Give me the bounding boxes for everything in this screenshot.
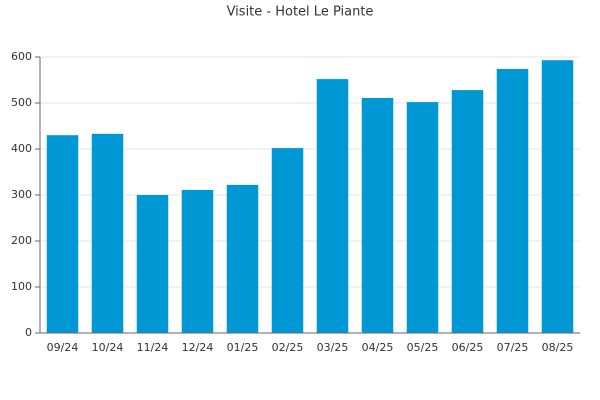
bar bbox=[181, 189, 214, 333]
x-tick-label: 10/24 bbox=[92, 341, 124, 354]
y-tick-label: 100 bbox=[11, 280, 32, 293]
bar bbox=[406, 102, 439, 333]
x-tick-label: 08/25 bbox=[542, 341, 574, 354]
x-tick-label: 12/24 bbox=[182, 341, 214, 354]
x-tick-label: 05/25 bbox=[407, 341, 439, 354]
bar bbox=[136, 195, 169, 333]
x-tick-label: 07/25 bbox=[497, 341, 529, 354]
bar bbox=[271, 148, 304, 333]
x-tick-label: 09/24 bbox=[47, 341, 79, 354]
bar bbox=[496, 68, 529, 334]
x-tick-label: 02/25 bbox=[272, 341, 304, 354]
x-tick-label: 06/25 bbox=[452, 341, 484, 354]
bar bbox=[361, 97, 394, 333]
x-tick-label: 04/25 bbox=[362, 341, 394, 354]
bar bbox=[316, 79, 349, 333]
bar bbox=[451, 90, 484, 334]
y-tick-label: 400 bbox=[11, 142, 32, 155]
x-tick-label: 01/25 bbox=[227, 341, 259, 354]
y-tick-label: 600 bbox=[11, 50, 32, 63]
y-tick-label: 300 bbox=[11, 188, 32, 201]
x-tick-label: 11/24 bbox=[137, 341, 169, 354]
bar bbox=[91, 133, 124, 333]
y-tick-label: 0 bbox=[25, 326, 32, 339]
y-tick-label: 200 bbox=[11, 234, 32, 247]
x-tick-label: 03/25 bbox=[317, 341, 349, 354]
bar bbox=[226, 184, 259, 333]
bar bbox=[541, 60, 574, 333]
y-tick-label: 500 bbox=[11, 96, 32, 109]
bar bbox=[46, 135, 79, 333]
chart-title: Visite - Hotel Le Piante bbox=[227, 5, 374, 20]
